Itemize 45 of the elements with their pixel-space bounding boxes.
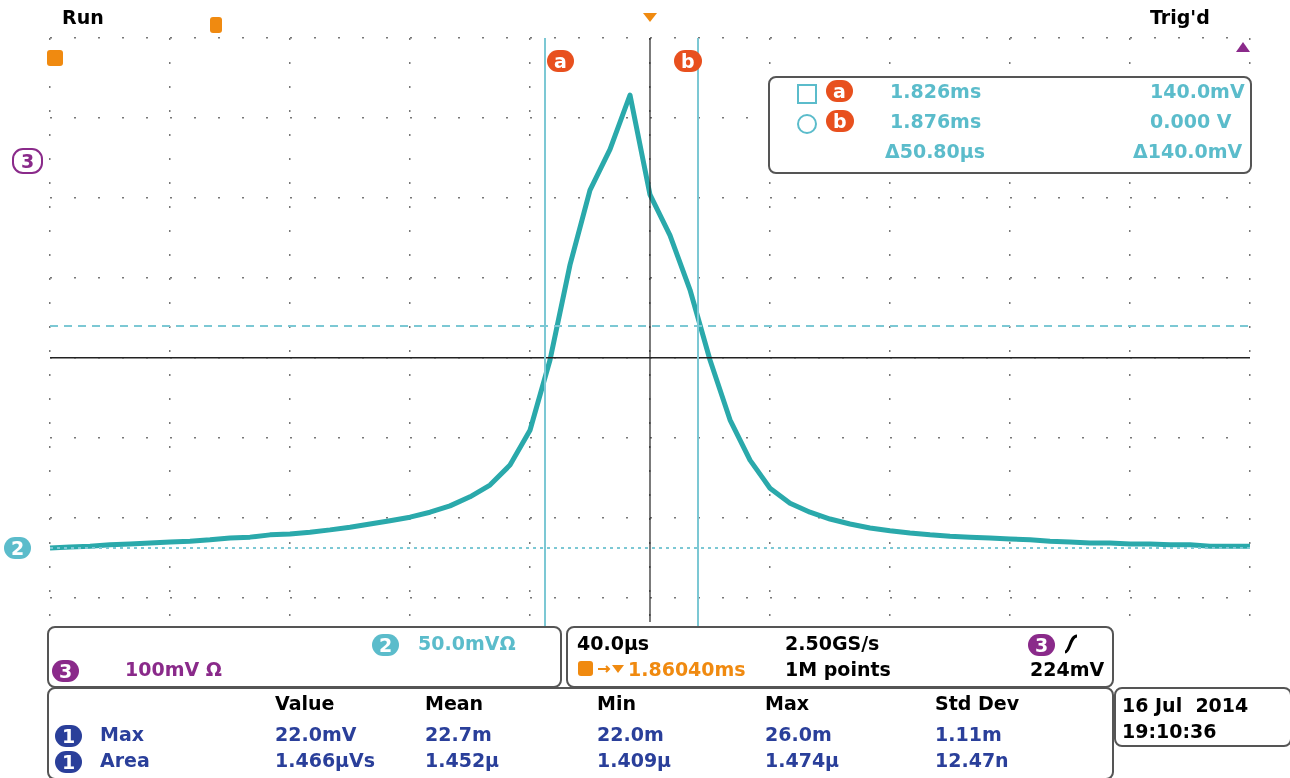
text: 1.11m: [935, 723, 1002, 745]
text: 1.409µ: [597, 749, 672, 771]
text: Run: [62, 6, 104, 28]
annotation: 0.000 V: [1150, 110, 1232, 132]
text: 3: [1028, 634, 1056, 656]
annotation: Δ140.0mV: [1133, 140, 1243, 162]
text: 22.7m: [425, 723, 492, 745]
text: Std Dev: [935, 692, 1020, 714]
text: Value: [275, 692, 335, 714]
text: 19:10:36: [1122, 720, 1217, 742]
text: 2: [372, 634, 400, 656]
text: b: [674, 50, 702, 72]
text: 50.0mVΩ: [418, 632, 516, 654]
text: Min: [597, 692, 636, 714]
text: 16 Jul 2014: [1122, 694, 1249, 716]
text: 2: [4, 537, 32, 559]
text: 1.452µ: [425, 749, 500, 771]
text: 12.47n: [935, 749, 1009, 771]
annotation: 1.876ms: [890, 110, 982, 132]
text: 2.50GS/s: [785, 632, 880, 654]
annotation: 140.0mV: [1150, 80, 1245, 102]
text: 1.466µVs: [275, 749, 376, 771]
text: 40.0µs: [577, 632, 650, 654]
text: Area: [100, 749, 150, 771]
text: 1.474µ: [765, 749, 840, 771]
text: 224mV: [1030, 658, 1105, 680]
text: 3: [52, 660, 80, 682]
text: Mean: [425, 692, 484, 714]
text: a: [547, 50, 574, 72]
text: Max: [765, 692, 809, 714]
annotation: 1.826ms: [890, 80, 982, 102]
text: 3: [12, 148, 44, 174]
text: 1: [55, 725, 83, 747]
text: 22.0m: [597, 723, 664, 745]
annotation: Δ50.80µs: [885, 140, 986, 162]
text: 1: [55, 751, 83, 773]
text: 26.0m: [765, 723, 832, 745]
annotation: b: [826, 110, 854, 132]
text: 1M points: [785, 658, 891, 680]
text: 1.86040ms: [628, 658, 746, 680]
text: 100mV Ω: [125, 658, 222, 680]
annotation: a: [826, 80, 853, 102]
text: 22.0mV: [275, 723, 357, 745]
text: Max: [100, 723, 144, 745]
text: Trig'd: [1150, 6, 1210, 28]
